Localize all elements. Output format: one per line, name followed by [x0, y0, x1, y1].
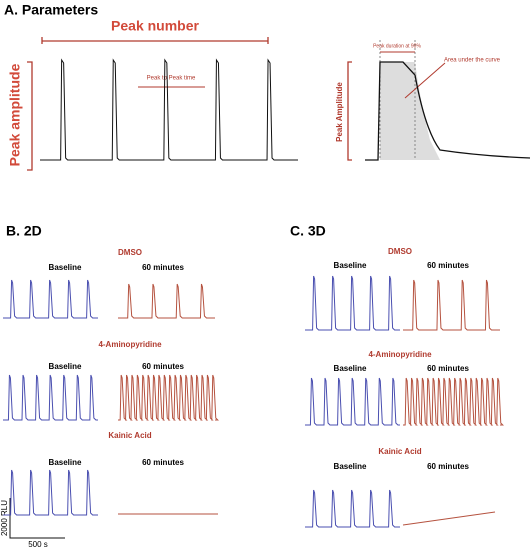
label: Baseline [334, 462, 367, 471]
trace [305, 377, 400, 426]
trace [40, 58, 298, 161]
label: Baseline [49, 263, 82, 272]
trace [118, 283, 215, 319]
label: Peak Amplitude [335, 82, 344, 142]
scale-bar [9, 498, 65, 539]
label: 60 minutes [427, 261, 469, 270]
label: 60 minutes [142, 458, 184, 467]
trace [402, 511, 496, 526]
label: Peak amplitude [7, 63, 23, 166]
trace [3, 374, 98, 421]
condition: 4-Aminopyridine [98, 340, 162, 349]
condition: Kainic Acid [108, 431, 151, 440]
trace [305, 275, 400, 331]
condition: DMSO [388, 247, 412, 256]
label: 60 minutes [142, 362, 184, 371]
label: Baseline [49, 458, 82, 467]
panel-title: C. 3D [290, 223, 326, 239]
trace [3, 279, 98, 319]
label: 60 minutes [427, 364, 469, 373]
label: Peak duration at 90% [373, 43, 421, 49]
label: Peak to Peak time [147, 76, 196, 82]
label: Baseline [334, 261, 367, 270]
area [380, 62, 440, 160]
trace [118, 374, 219, 421]
bracket [27, 61, 33, 171]
condition: DMSO [118, 248, 142, 257]
label: Baseline [49, 362, 82, 371]
trace [403, 377, 504, 426]
condition: Kainic Acid [378, 447, 421, 456]
panel-title: B. 2D [6, 223, 42, 239]
guide [379, 40, 416, 160]
label: Baseline [334, 364, 367, 373]
label: Area under the curve [444, 58, 501, 64]
trace [403, 279, 500, 331]
bracket [347, 61, 352, 161]
bracket [41, 37, 269, 44]
panel-title: A. Parameters [4, 2, 98, 18]
condition: 4-Aminopyridine [368, 350, 432, 359]
trace [305, 489, 400, 528]
scale-label: 2000 RLU [0, 500, 9, 536]
trace [365, 61, 531, 161]
trace [3, 469, 98, 516]
label: Peak number [111, 18, 199, 34]
arrow [404, 62, 446, 99]
label: 60 minutes [142, 263, 184, 272]
scale-label: 500 s [28, 540, 48, 549]
label: 60 minutes [427, 462, 469, 471]
